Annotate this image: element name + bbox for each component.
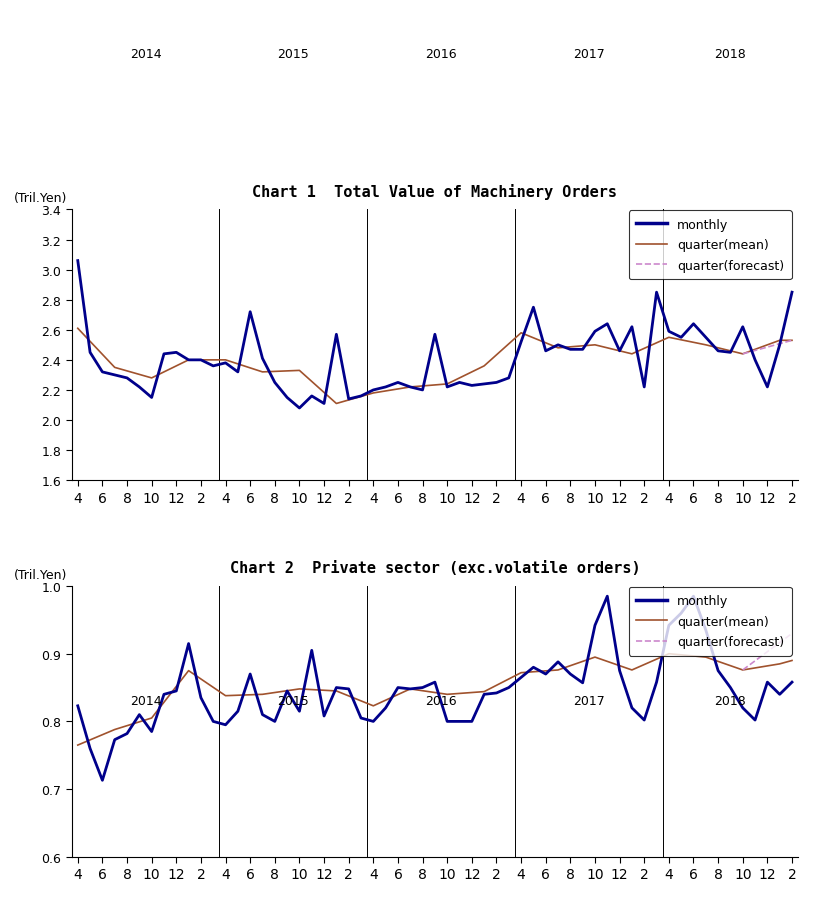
Text: 2014: 2014: [129, 695, 161, 707]
Legend: monthly, quarter(mean), quarter(forecast): monthly, quarter(mean), quarter(forecast…: [628, 587, 792, 656]
Title: Chart 2  Private sector (exc.volatile orders): Chart 2 Private sector (exc.volatile ord…: [229, 560, 640, 575]
Text: 2017: 2017: [573, 48, 604, 61]
Title: Chart 1  Total Value of Machinery Orders: Chart 1 Total Value of Machinery Orders: [252, 183, 618, 199]
Text: 2018: 2018: [714, 48, 746, 61]
Text: 2015: 2015: [278, 48, 309, 61]
Text: 2016: 2016: [425, 48, 457, 61]
Text: (Tril.Yen): (Tril.Yen): [13, 192, 67, 205]
Text: 2014: 2014: [129, 48, 161, 61]
Legend: monthly, quarter(mean), quarter(forecast): monthly, quarter(mean), quarter(forecast…: [628, 211, 792, 280]
Text: 2016: 2016: [425, 695, 457, 707]
Text: 2015: 2015: [278, 695, 309, 707]
Text: 2017: 2017: [573, 695, 604, 707]
Text: (Tril.Yen): (Tril.Yen): [13, 568, 67, 581]
Text: 2018: 2018: [714, 695, 746, 707]
